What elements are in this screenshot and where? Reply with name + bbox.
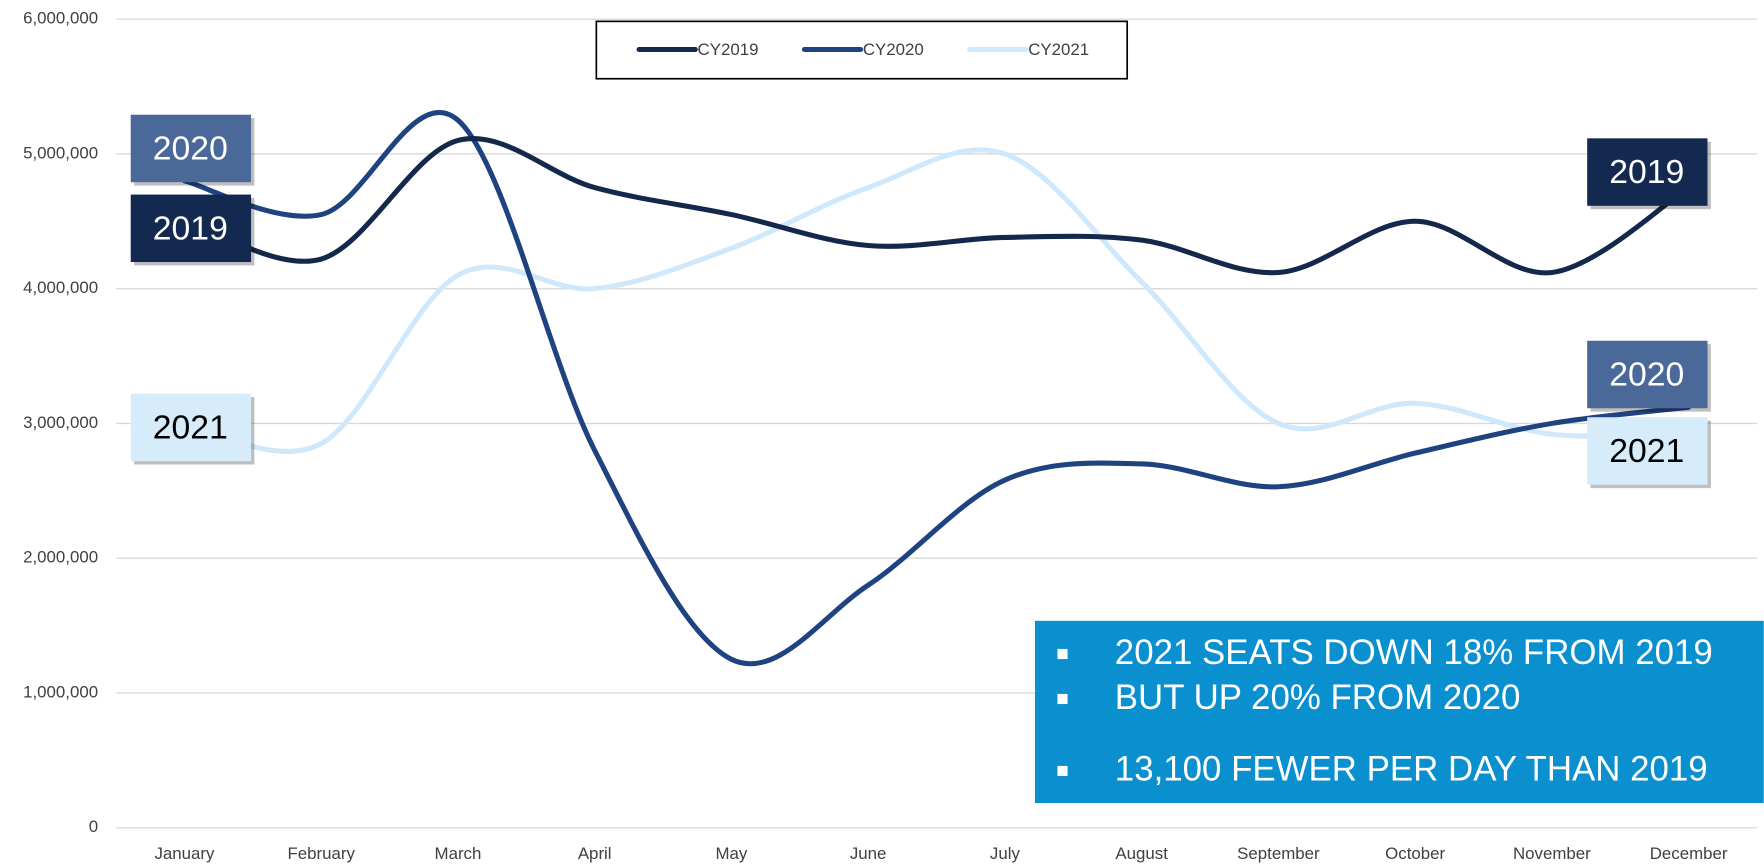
annotation-box [130, 114, 252, 183]
y-tick-label: 6,000,000 [23, 9, 98, 28]
y-tick-label: 5,000,000 [23, 143, 98, 162]
y-tick-label: 3,000,000 [23, 413, 98, 432]
annotation-label: 2020 [1609, 356, 1684, 394]
annotation-label: 2020 [153, 130, 228, 168]
x-tick-label: March [435, 844, 482, 863]
line-series [181, 110, 1692, 667]
x-tick-label: May [716, 844, 748, 863]
annotation-box [1587, 138, 1708, 206]
annotation-label: 2021 [153, 409, 228, 447]
annotation-label: 2021 [1609, 432, 1684, 470]
callout-bullet [1057, 648, 1068, 660]
x-tick-label: July [990, 844, 1021, 863]
line-series [181, 136, 1692, 276]
y-tick-label: 2,000,000 [23, 548, 98, 567]
x-tick-label: January [154, 844, 215, 863]
y-tick-label: 4,000,000 [23, 278, 98, 297]
legend-label: CY2019 [698, 40, 759, 59]
y-tick-label: 0 [89, 817, 98, 836]
callout-text: 13,100 FEWER PER DAY THAN 2019 [1115, 750, 1708, 789]
legend-label: CY2020 [863, 40, 924, 59]
annotation-label: 2019 [153, 209, 228, 247]
annotation-box [1587, 417, 1708, 485]
callout-bullet [1057, 765, 1068, 777]
x-tick-label: April [578, 844, 612, 863]
callout-text: 2021 SEATS DOWN 18% FROM 2019 [1115, 633, 1713, 672]
annotation-box [130, 194, 252, 263]
x-tick-label: November [1513, 844, 1591, 863]
x-tick-label: October [1385, 844, 1445, 863]
x-tick-label: June [850, 844, 887, 863]
x-tick-label: August [1115, 844, 1168, 863]
callout-bullet [1057, 693, 1068, 705]
annotation-box [130, 393, 252, 462]
callout-box [1034, 620, 1764, 804]
x-tick-label: December [1650, 844, 1728, 863]
callout-text: BUT UP 20% FROM 2020 [1115, 678, 1521, 717]
x-tick-label: February [287, 844, 355, 863]
x-tick-label: September [1237, 844, 1320, 863]
y-tick-label: 1,000,000 [23, 682, 98, 701]
annotation-label: 2019 [1609, 153, 1684, 191]
line-series [181, 147, 1692, 454]
legend-label: CY2021 [1028, 40, 1089, 59]
annotation-box [1587, 340, 1708, 409]
